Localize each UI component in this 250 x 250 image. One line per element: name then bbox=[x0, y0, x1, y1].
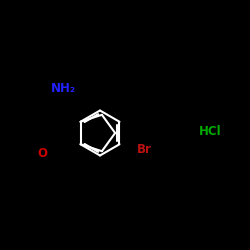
Text: Br: Br bbox=[137, 143, 152, 156]
Text: HCl: HCl bbox=[199, 125, 222, 138]
Text: NH₂: NH₂ bbox=[51, 82, 76, 94]
Text: O: O bbox=[37, 147, 47, 160]
